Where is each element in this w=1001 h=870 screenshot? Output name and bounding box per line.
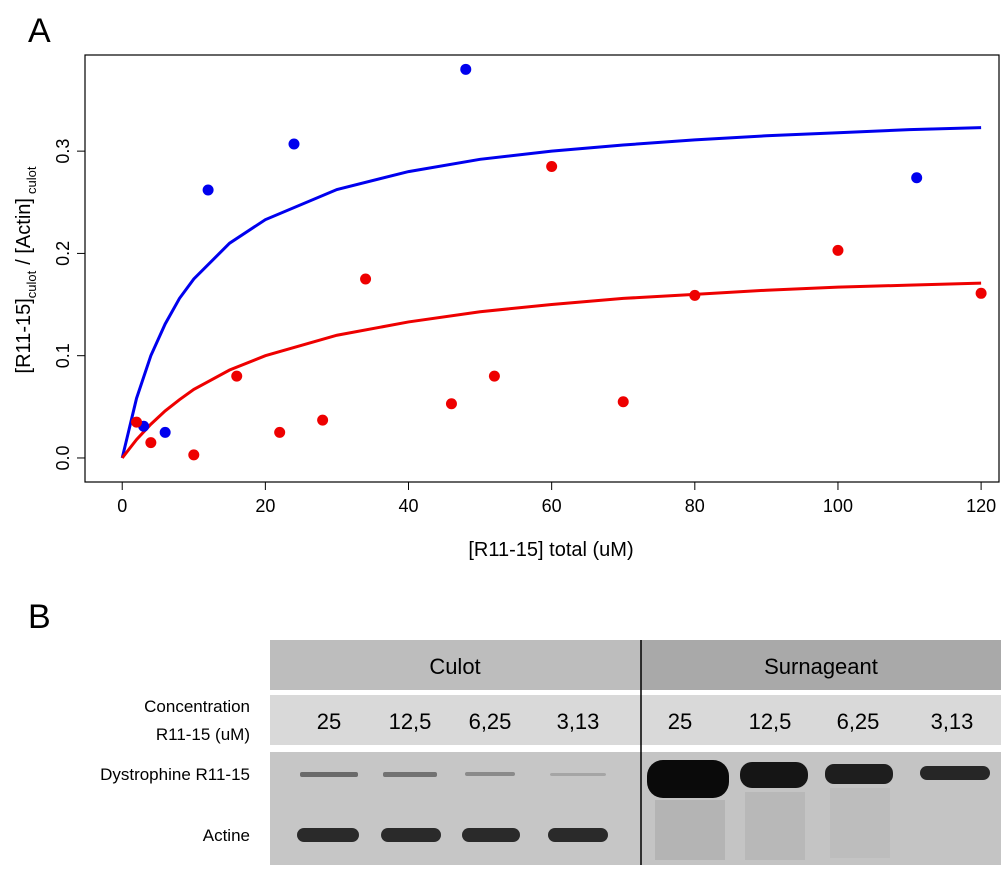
- x-tick-label: 40: [398, 496, 418, 516]
- band: [825, 764, 893, 784]
- group-header: Culot: [429, 654, 480, 679]
- y-label-part: / [Actin]: [13, 198, 35, 265]
- data-point: [546, 160, 558, 172]
- concentration: 3,13: [557, 709, 600, 734]
- x-tick-label: 60: [542, 496, 562, 516]
- row-label: Dystrophine R11-15: [100, 765, 250, 784]
- fit-curve: [120, 126, 982, 459]
- data-point: [360, 273, 372, 285]
- y-label-part: [R11-15]: [13, 298, 35, 373]
- concentration: 6,25: [469, 709, 512, 734]
- y-label-sub: culot: [24, 166, 39, 194]
- data-point: [617, 396, 629, 408]
- concentration: 25: [668, 709, 692, 734]
- row-label: Concentration: [144, 697, 250, 716]
- data-point: [832, 244, 844, 256]
- band: [381, 828, 441, 842]
- concentration: 12,5: [749, 709, 792, 734]
- x-axis-label: [R11-15] total (uM): [468, 539, 633, 561]
- y-tick-label: 0.3: [53, 139, 73, 164]
- y-tick-label: 0.0: [53, 445, 73, 470]
- group-header: Surnageant: [764, 654, 878, 679]
- data-point: [188, 449, 200, 461]
- smear: [830, 788, 890, 858]
- row-label: R11-15 (uM): [156, 725, 250, 744]
- data-point: [231, 370, 243, 382]
- band: [465, 772, 515, 776]
- y-axis-label: [R11-15]culot/ [Actin]culot: [13, 166, 39, 373]
- band: [300, 772, 358, 777]
- data-point: [288, 138, 300, 150]
- concentration-row: [270, 695, 1001, 745]
- data-point: [445, 398, 457, 410]
- data-point: [975, 287, 987, 299]
- data-point: [317, 414, 329, 426]
- plot-frame: [84, 54, 1000, 483]
- x-tick-label: 100: [823, 496, 853, 516]
- header-cell: [641, 640, 1001, 690]
- data-point: [145, 437, 157, 449]
- data-point: [131, 416, 143, 428]
- band: [462, 828, 520, 842]
- y-tick-label: 0.1: [53, 343, 73, 368]
- concentration: 6,25: [837, 709, 880, 734]
- concentration: 25: [317, 709, 341, 734]
- band: [647, 760, 729, 798]
- header-cell: [270, 640, 641, 690]
- band: [548, 828, 608, 842]
- data-point: [460, 63, 472, 75]
- band: [297, 828, 359, 842]
- x-tick-label: 0: [117, 496, 127, 516]
- x-tick-label: 80: [685, 496, 705, 516]
- gel-image: [270, 752, 641, 865]
- panel-label: A: [28, 12, 51, 50]
- panel-label: B: [28, 598, 51, 636]
- y-tick-label: 0.2: [53, 241, 73, 266]
- fit-curve: [121, 281, 982, 459]
- row-label: Actine: [203, 826, 250, 845]
- smear: [745, 792, 805, 860]
- data-point: [488, 370, 500, 382]
- data-point: [202, 184, 214, 196]
- data-point: [911, 172, 923, 184]
- concentration: 12,5: [389, 709, 432, 734]
- y-label-sub: culot: [24, 270, 39, 298]
- data-point: [689, 289, 701, 301]
- x-tick-label: 120: [966, 496, 996, 516]
- data-point: [159, 426, 171, 438]
- smear: [655, 800, 725, 860]
- band: [383, 772, 437, 777]
- x-tick-label: 20: [255, 496, 275, 516]
- band: [740, 762, 808, 788]
- band: [550, 773, 606, 776]
- gel-bands: [297, 760, 990, 860]
- band: [920, 766, 990, 780]
- data-point: [274, 426, 286, 438]
- concentration: 3,13: [931, 709, 974, 734]
